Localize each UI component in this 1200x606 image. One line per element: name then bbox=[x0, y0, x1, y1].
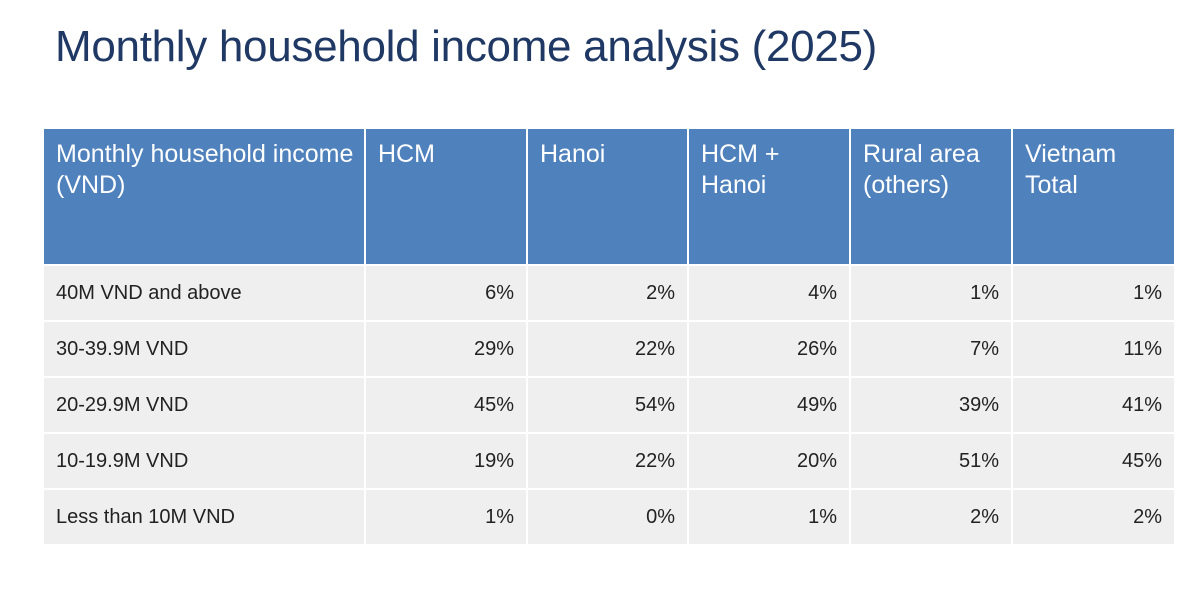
cell: 51% bbox=[849, 432, 1013, 490]
title: Monthly household income analysis (2025) bbox=[55, 22, 878, 71]
cell: 20% bbox=[687, 432, 851, 490]
cell: 1% bbox=[364, 488, 528, 546]
cell: 2% bbox=[849, 488, 1013, 546]
row-label: 40M VND and above bbox=[42, 264, 366, 322]
column-header: HCM bbox=[364, 127, 528, 266]
column-header: Hanoi bbox=[526, 127, 689, 266]
table-row: 30-39.9M VND 29% 22% 26% 7% 11% bbox=[42, 320, 1176, 378]
table-body: 40M VND and above 6% 2% 4% 1% 1% 30-39.9M VND 2… bbox=[42, 264, 1176, 546]
cell: 11% bbox=[1011, 320, 1176, 378]
cell: 1% bbox=[1011, 264, 1176, 322]
cell: 1% bbox=[849, 264, 1013, 322]
cell: 41% bbox=[1011, 376, 1176, 434]
cell: 39% bbox=[849, 376, 1013, 434]
table-row: 10-19.9M VND 19% 22% 20% 51% 45% bbox=[42, 432, 1176, 490]
cell: 19% bbox=[364, 432, 528, 490]
cell: 54% bbox=[526, 376, 689, 434]
cell: 26% bbox=[687, 320, 851, 378]
cell: 6% bbox=[364, 264, 528, 322]
cell: 29% bbox=[364, 320, 528, 378]
table-row: 40M VND and above 6% 2% 4% 1% 1% bbox=[42, 264, 1176, 322]
cell: 4% bbox=[687, 264, 851, 322]
header-row: Monthly household income (VND) HCM Hanoi HC… bbox=[42, 127, 1176, 266]
table-row: 20-29.9M VND 45% 54% 49% 39% 41% bbox=[42, 376, 1176, 434]
column-header: HCM + Hanoi bbox=[687, 127, 851, 266]
cell: 0% bbox=[526, 488, 689, 546]
table-row: Less than 10M VND 1% 0% 1% 2% 2% bbox=[42, 488, 1176, 546]
cell: 2% bbox=[1011, 488, 1176, 546]
row-label: 10-19.9M VND bbox=[42, 432, 366, 490]
column-header: Monthly household income (VND) bbox=[42, 127, 366, 266]
cell: 7% bbox=[849, 320, 1013, 378]
cell: 2% bbox=[526, 264, 689, 322]
row-label: Less than 10M VND bbox=[42, 488, 366, 546]
cell: 49% bbox=[687, 376, 851, 434]
column-header: Vietnam Total bbox=[1011, 127, 1176, 266]
row-label: 30-39.9M VND bbox=[42, 320, 366, 378]
income-table: Monthly household income (VND) HCM Hanoi HC… bbox=[42, 127, 1176, 546]
column-header: Rural area (others) bbox=[849, 127, 1013, 266]
cell: 45% bbox=[1011, 432, 1176, 490]
cell: 22% bbox=[526, 320, 689, 378]
cell: 1% bbox=[687, 488, 851, 546]
row-label: 20-29.9M VND bbox=[42, 376, 366, 434]
cell: 45% bbox=[364, 376, 528, 434]
cell: 22% bbox=[526, 432, 689, 490]
